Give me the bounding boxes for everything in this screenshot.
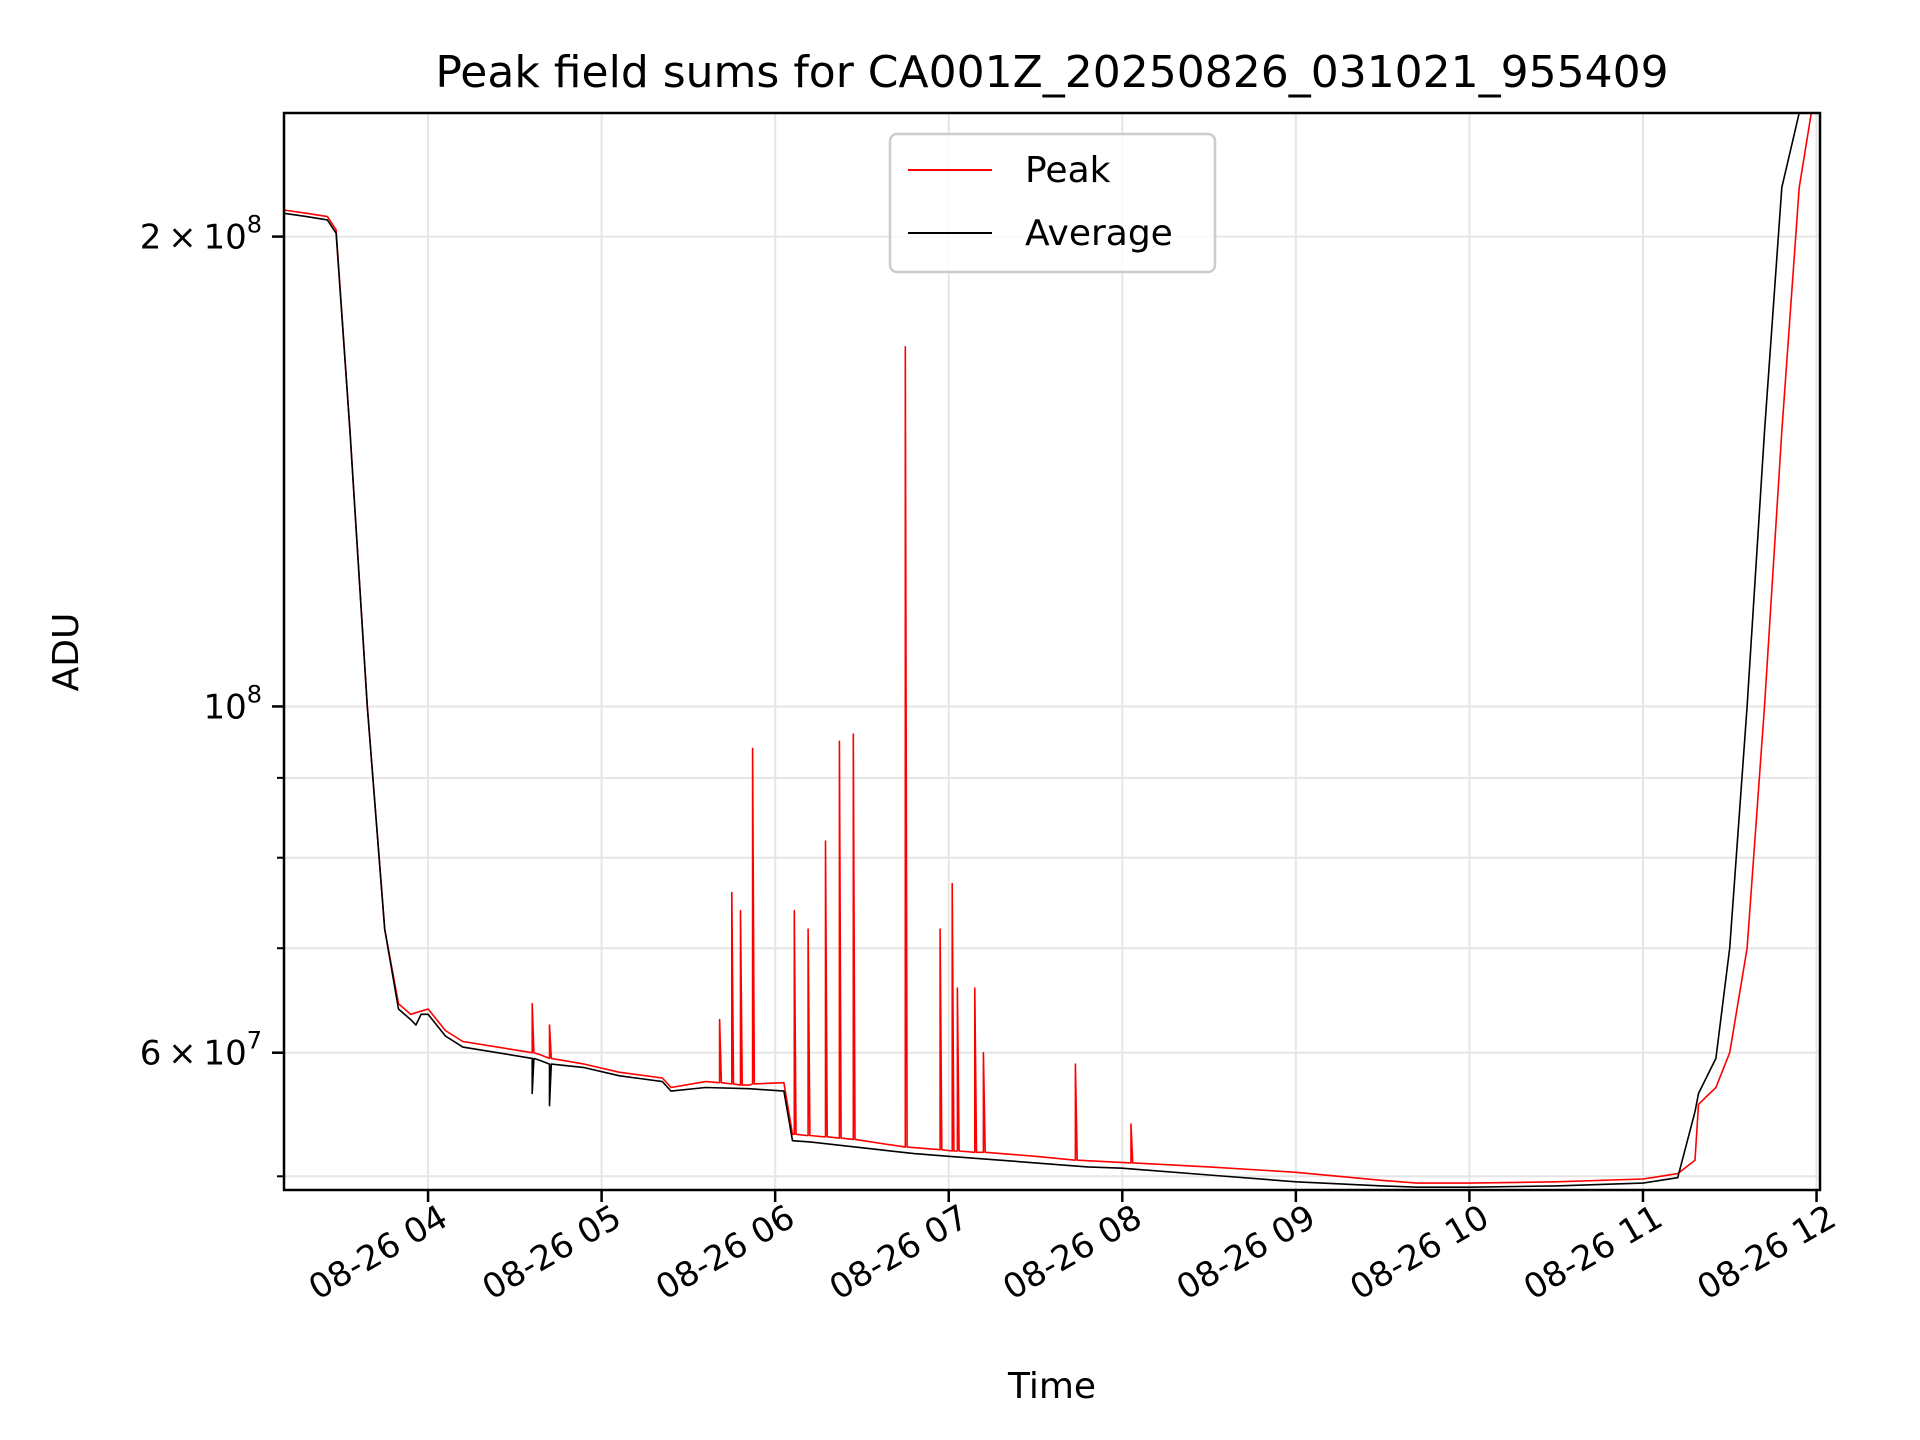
y-axis-label: ADU — [46, 613, 87, 692]
legend: Peak Average — [888, 132, 1217, 274]
plot-area — [284, 113, 1820, 1188]
chart-title: Peak field sums for CA001Z_20250826_0310… — [435, 47, 1668, 98]
y-tick-label: 108 — [203, 680, 262, 727]
y-axis: 2 × 108 108 6 × 107 — [140, 211, 284, 1178]
y-tick-label: 2 × 108 — [140, 211, 262, 258]
series-line-average — [284, 113, 1820, 1188]
x-axis-label: Time — [1007, 1366, 1096, 1407]
legend-box — [888, 132, 1217, 274]
series-line-peak — [284, 113, 1820, 1184]
legend-label-peak: Peak — [1025, 150, 1111, 191]
legend-label-average: Average — [1025, 213, 1173, 254]
plot-frame — [282, 111, 1822, 1192]
y-tick-label: 6 × 107 — [140, 1027, 262, 1074]
